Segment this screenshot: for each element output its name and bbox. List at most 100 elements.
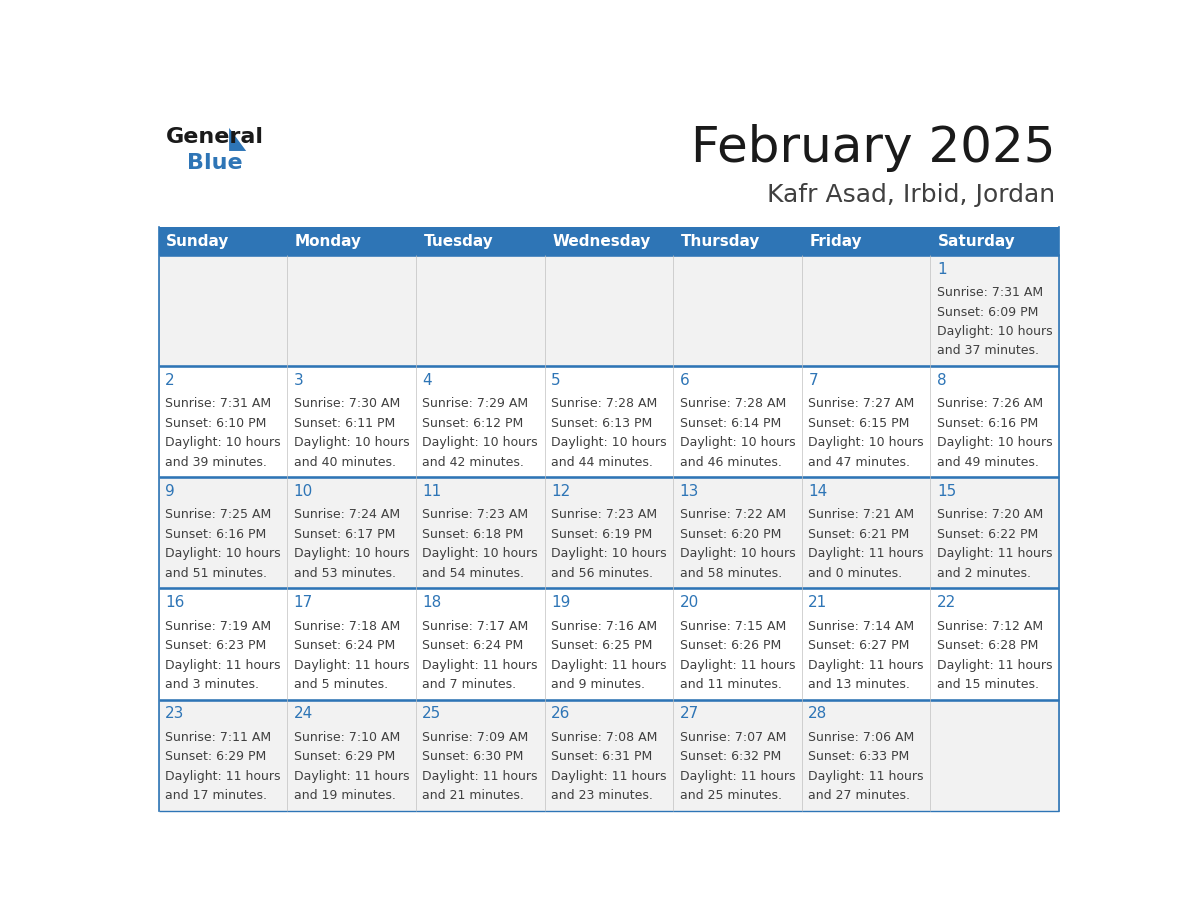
Text: and 49 minutes.: and 49 minutes. [937,455,1038,468]
Text: and 0 minutes.: and 0 minutes. [808,566,903,580]
Text: Blue: Blue [188,153,242,174]
Text: 27: 27 [680,706,699,722]
Bar [416,227,544,255]
Text: 2: 2 [165,373,175,387]
Text: and 58 minutes.: and 58 minutes. [680,566,782,580]
Text: Sunset: 6:31 PM: Sunset: 6:31 PM [551,750,652,763]
Text: Daylight: 10 hours: Daylight: 10 hours [165,547,280,560]
Text: Sunset: 6:26 PM: Sunset: 6:26 PM [680,639,781,652]
Bar [674,366,802,477]
Text: and 2 minutes.: and 2 minutes. [937,566,1031,580]
Bar [544,366,674,477]
Bar [802,227,930,255]
Text: Monday: Monday [295,233,362,249]
Text: Daylight: 11 hours: Daylight: 11 hours [293,658,409,672]
Text: Sunset: 6:28 PM: Sunset: 6:28 PM [937,639,1038,652]
Text: Sunrise: 7:25 AM: Sunrise: 7:25 AM [165,509,271,521]
Text: Sunrise: 7:22 AM: Sunrise: 7:22 AM [680,509,785,521]
Text: Kafr Asad, Irbid, Jordan: Kafr Asad, Irbid, Jordan [767,184,1055,207]
Text: Daylight: 10 hours: Daylight: 10 hours [422,436,538,449]
Text: and 11 minutes.: and 11 minutes. [680,678,782,691]
Bar [287,700,416,811]
Bar [416,366,544,477]
Text: Daylight: 11 hours: Daylight: 11 hours [551,658,666,672]
Bar [674,255,802,366]
Text: 20: 20 [680,595,699,610]
Text: Daylight: 10 hours: Daylight: 10 hours [551,436,666,449]
Bar [287,477,416,588]
Text: and 44 minutes.: and 44 minutes. [551,455,653,468]
Bar [544,477,674,588]
Text: 23: 23 [165,706,184,722]
Text: Sunrise: 7:21 AM: Sunrise: 7:21 AM [808,509,915,521]
Bar [674,477,802,588]
Bar [287,588,416,700]
Text: 26: 26 [551,706,570,722]
Text: Daylight: 10 hours: Daylight: 10 hours [937,325,1053,338]
Text: and 25 minutes.: and 25 minutes. [680,789,782,802]
Text: Sunrise: 7:15 AM: Sunrise: 7:15 AM [680,620,785,633]
Bar [930,700,1060,811]
Text: Sunset: 6:30 PM: Sunset: 6:30 PM [422,750,524,763]
Text: 18: 18 [422,595,442,610]
Text: Sunrise: 7:23 AM: Sunrise: 7:23 AM [422,509,529,521]
Text: Sunset: 6:24 PM: Sunset: 6:24 PM [422,639,524,652]
Text: and 37 minutes.: and 37 minutes. [937,344,1040,357]
Text: Daylight: 11 hours: Daylight: 11 hours [808,547,924,560]
Text: Sunset: 6:29 PM: Sunset: 6:29 PM [293,750,394,763]
Text: Sunrise: 7:08 AM: Sunrise: 7:08 AM [551,731,657,744]
Text: Sunday: Sunday [166,233,229,249]
Text: Daylight: 11 hours: Daylight: 11 hours [680,658,795,672]
Text: Sunrise: 7:18 AM: Sunrise: 7:18 AM [293,620,400,633]
Text: Sunrise: 7:29 AM: Sunrise: 7:29 AM [422,397,529,410]
Text: Friday: Friday [809,233,862,249]
Bar [930,227,1060,255]
Text: 16: 16 [165,595,184,610]
Bar [416,700,544,811]
Text: Sunrise: 7:17 AM: Sunrise: 7:17 AM [422,620,529,633]
Text: Daylight: 10 hours: Daylight: 10 hours [293,547,410,560]
Bar [158,477,287,588]
Text: and 15 minutes.: and 15 minutes. [937,678,1040,691]
Text: Sunset: 6:32 PM: Sunset: 6:32 PM [680,750,781,763]
Text: 14: 14 [808,484,828,499]
Text: Sunrise: 7:31 AM: Sunrise: 7:31 AM [937,286,1043,299]
Text: Sunrise: 7:09 AM: Sunrise: 7:09 AM [422,731,529,744]
Bar [287,255,416,366]
Bar [802,700,930,811]
Text: Daylight: 10 hours: Daylight: 10 hours [680,547,795,560]
Text: and 7 minutes.: and 7 minutes. [422,678,517,691]
Text: and 47 minutes.: and 47 minutes. [808,455,910,468]
Bar [544,255,674,366]
Text: Sunset: 6:19 PM: Sunset: 6:19 PM [551,528,652,541]
Text: and 53 minutes.: and 53 minutes. [293,566,396,580]
Text: Daylight: 11 hours: Daylight: 11 hours [937,547,1053,560]
Bar [930,255,1060,366]
Text: and 17 minutes.: and 17 minutes. [165,789,267,802]
Text: 25: 25 [422,706,442,722]
Text: Daylight: 11 hours: Daylight: 11 hours [165,658,280,672]
Text: Sunset: 6:14 PM: Sunset: 6:14 PM [680,417,781,430]
Text: Sunrise: 7:06 AM: Sunrise: 7:06 AM [808,731,915,744]
Text: Sunrise: 7:28 AM: Sunrise: 7:28 AM [680,397,785,410]
Text: Daylight: 11 hours: Daylight: 11 hours [937,658,1053,672]
Text: and 54 minutes.: and 54 minutes. [422,566,524,580]
Text: Daylight: 11 hours: Daylight: 11 hours [680,769,795,783]
Text: 17: 17 [293,595,312,610]
Bar [930,366,1060,477]
Text: Saturday: Saturday [939,233,1016,249]
Text: Sunrise: 7:26 AM: Sunrise: 7:26 AM [937,397,1043,410]
Text: Daylight: 11 hours: Daylight: 11 hours [808,658,924,672]
Text: Daylight: 10 hours: Daylight: 10 hours [422,547,538,560]
Text: and 9 minutes.: and 9 minutes. [551,678,645,691]
Text: Sunset: 6:11 PM: Sunset: 6:11 PM [293,417,394,430]
Text: Tuesday: Tuesday [424,233,493,249]
Text: Sunset: 6:13 PM: Sunset: 6:13 PM [551,417,652,430]
Text: Sunset: 6:09 PM: Sunset: 6:09 PM [937,306,1038,319]
Text: Sunset: 6:23 PM: Sunset: 6:23 PM [165,639,266,652]
Bar [674,700,802,811]
Bar [158,255,287,366]
Text: 19: 19 [551,595,570,610]
Text: and 23 minutes.: and 23 minutes. [551,789,653,802]
Text: Sunrise: 7:14 AM: Sunrise: 7:14 AM [808,620,915,633]
